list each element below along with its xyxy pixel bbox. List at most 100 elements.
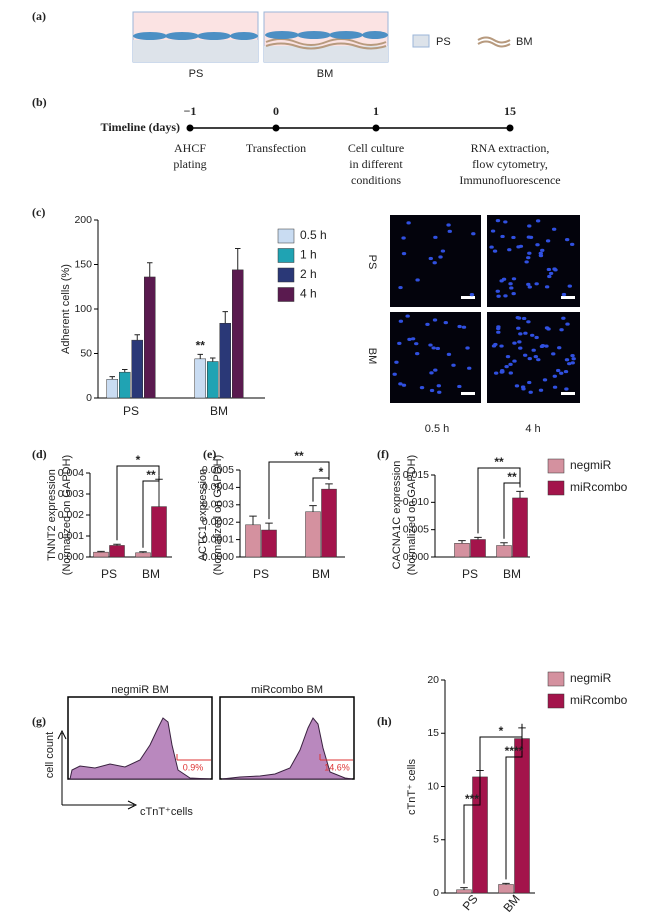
nucleus	[563, 369, 569, 374]
bar	[151, 506, 167, 558]
nucleus	[540, 248, 545, 252]
error-bar	[460, 887, 468, 890]
bar	[109, 545, 125, 558]
nucleus	[536, 358, 541, 362]
nucleus	[546, 327, 551, 331]
cells	[133, 31, 388, 40]
significance-bracket	[503, 482, 521, 539]
x-tick-label: BM	[500, 892, 522, 915]
legend-swatch	[547, 480, 565, 496]
bm-substrate	[264, 46, 388, 62]
nucleus	[508, 371, 513, 375]
nucleus	[438, 255, 443, 259]
y-tick-label: 100	[74, 303, 92, 315]
nucleus	[531, 348, 536, 352]
bar	[512, 497, 528, 558]
timeline-event: Immunofluorescence	[459, 173, 560, 187]
error-bar	[122, 369, 128, 373]
significance-bracket	[463, 766, 481, 884]
error-bar	[222, 311, 228, 324]
nucleus	[545, 239, 551, 243]
y-tick-label: 5	[433, 834, 439, 846]
flow-title: negmiR BM	[111, 684, 168, 696]
nucleus	[446, 352, 452, 357]
nucleus	[509, 286, 514, 290]
error-bar	[155, 478, 163, 507]
significance-label: **	[507, 470, 517, 484]
nucleus	[561, 316, 566, 320]
y-tick-label: 150	[74, 258, 92, 270]
nucleus	[514, 384, 520, 388]
nucleus	[564, 387, 569, 391]
nucleus	[508, 282, 513, 286]
nucleus	[552, 385, 558, 389]
nucleus	[533, 354, 539, 359]
nucleus	[564, 358, 570, 362]
nucleus	[398, 382, 403, 386]
legend-label: 2 h	[300, 267, 317, 281]
y-tick-label: 15	[427, 727, 439, 739]
error-bar	[139, 551, 147, 553]
x-tick-label: BM	[312, 567, 330, 581]
nucleus	[407, 337, 412, 342]
nucleus	[571, 357, 576, 361]
flow-title: miRcombo BM	[251, 684, 323, 696]
nucleus	[540, 343, 546, 348]
nucleus	[552, 267, 557, 271]
y-tick-label: 0.0005	[202, 464, 234, 476]
timeline-point	[506, 124, 514, 132]
y-tick-label: 0.003	[58, 488, 84, 500]
nucleus	[546, 267, 552, 272]
x-tick-label: PS	[101, 567, 117, 581]
timeline-day: −1	[184, 104, 197, 118]
nucleus	[544, 285, 550, 289]
nucleus	[491, 344, 497, 348]
nucleus	[406, 221, 411, 225]
significance-bracket	[268, 461, 330, 520]
timeline-event: Cell culture	[348, 141, 404, 155]
nucleus	[520, 385, 526, 389]
nucleus	[565, 322, 570, 326]
timeline-event: plating	[173, 157, 206, 171]
legend-swatch	[547, 671, 565, 687]
nucleus	[398, 319, 404, 323]
nucleus	[433, 235, 438, 239]
panel-label: (f)	[377, 447, 389, 461]
nucleus	[405, 314, 410, 318]
nucleus	[401, 236, 406, 240]
legend-swatch	[547, 693, 565, 709]
bar	[321, 488, 337, 558]
y-tick-label: 0.015	[403, 469, 429, 481]
y-tick-label: 20	[427, 674, 439, 686]
bar	[261, 529, 277, 558]
histogram	[221, 717, 353, 780]
nucleus	[512, 359, 517, 363]
bar	[456, 889, 472, 894]
y-tick-label: 10	[427, 780, 439, 792]
legend-label: PS	[436, 36, 451, 48]
nucleus	[561, 292, 567, 297]
row-label: BM	[366, 348, 378, 365]
x-tick-label: BM	[142, 567, 160, 581]
nucleus	[443, 321, 448, 325]
y-axis-label: ACTC1 expression	[197, 469, 209, 561]
y-tick-label: 0.000	[58, 551, 84, 563]
timeline-day: 15	[504, 104, 516, 118]
nucleus	[495, 289, 500, 293]
nucleus	[538, 253, 544, 258]
bm-fibers	[265, 38, 387, 50]
col-label: 4 h	[525, 423, 540, 435]
nucleus	[490, 229, 496, 233]
nucleus	[500, 368, 505, 373]
nucleus	[559, 371, 564, 375]
error-bar	[109, 376, 115, 380]
timeline-event: RNA extraction,	[471, 141, 550, 155]
nucleus	[505, 355, 511, 359]
nucleus	[567, 284, 572, 288]
panel-label: (c)	[32, 205, 45, 219]
nucleus	[436, 384, 442, 388]
flow-xlabel: cTnT⁺cells	[140, 806, 193, 818]
bar	[305, 511, 321, 558]
